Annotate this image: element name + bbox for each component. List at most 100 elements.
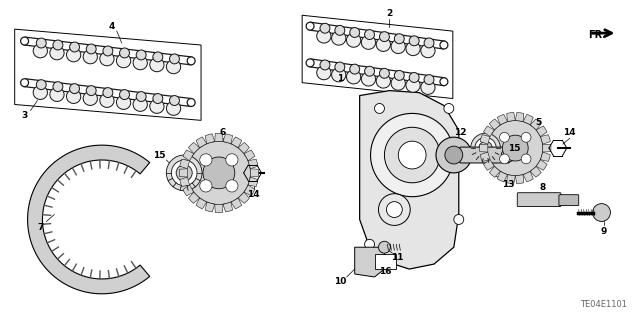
Circle shape — [470, 133, 500, 163]
Ellipse shape — [391, 76, 405, 90]
Ellipse shape — [133, 56, 147, 70]
Circle shape — [500, 154, 509, 164]
Ellipse shape — [406, 78, 420, 92]
Ellipse shape — [409, 36, 419, 46]
Ellipse shape — [187, 57, 195, 65]
Ellipse shape — [335, 62, 345, 72]
Text: 9: 9 — [600, 227, 607, 236]
Polygon shape — [480, 152, 490, 161]
Circle shape — [200, 154, 212, 166]
Circle shape — [500, 132, 509, 142]
Ellipse shape — [349, 27, 360, 37]
Circle shape — [593, 204, 611, 221]
Ellipse shape — [70, 84, 79, 93]
Ellipse shape — [120, 90, 129, 100]
Ellipse shape — [120, 48, 129, 58]
Polygon shape — [180, 159, 189, 169]
Ellipse shape — [380, 32, 389, 41]
Polygon shape — [205, 134, 215, 144]
Circle shape — [371, 114, 454, 197]
Ellipse shape — [170, 96, 179, 106]
Ellipse shape — [20, 37, 29, 45]
Polygon shape — [497, 114, 508, 125]
Circle shape — [444, 103, 454, 114]
Ellipse shape — [136, 92, 146, 101]
Ellipse shape — [376, 74, 390, 88]
Polygon shape — [231, 198, 242, 209]
Polygon shape — [531, 119, 541, 130]
Ellipse shape — [83, 92, 97, 105]
Ellipse shape — [36, 80, 46, 90]
Circle shape — [436, 137, 472, 173]
Ellipse shape — [306, 59, 314, 67]
Circle shape — [479, 141, 492, 155]
Text: 7: 7 — [37, 223, 44, 232]
Ellipse shape — [376, 38, 390, 51]
Polygon shape — [480, 135, 490, 144]
Ellipse shape — [391, 40, 405, 54]
Ellipse shape — [116, 95, 131, 109]
Ellipse shape — [332, 68, 346, 82]
Ellipse shape — [365, 30, 374, 40]
Circle shape — [521, 154, 531, 164]
Ellipse shape — [100, 93, 114, 108]
Polygon shape — [183, 150, 194, 161]
Ellipse shape — [86, 44, 96, 54]
Ellipse shape — [346, 33, 361, 47]
Polygon shape — [231, 137, 242, 148]
Text: 6: 6 — [220, 128, 226, 137]
Ellipse shape — [409, 72, 419, 82]
Ellipse shape — [187, 99, 195, 107]
Circle shape — [378, 241, 390, 253]
Text: 16: 16 — [379, 266, 392, 276]
Ellipse shape — [133, 98, 147, 111]
Circle shape — [203, 157, 235, 189]
Polygon shape — [183, 185, 194, 196]
Ellipse shape — [440, 41, 448, 49]
Ellipse shape — [320, 60, 330, 70]
Ellipse shape — [380, 68, 389, 78]
Circle shape — [187, 141, 251, 204]
Circle shape — [226, 180, 238, 192]
Ellipse shape — [421, 44, 435, 58]
Circle shape — [385, 127, 440, 183]
Ellipse shape — [424, 75, 434, 85]
Circle shape — [172, 160, 197, 186]
Ellipse shape — [440, 78, 448, 85]
Ellipse shape — [36, 38, 46, 48]
Ellipse shape — [424, 38, 434, 48]
Ellipse shape — [306, 22, 314, 30]
Ellipse shape — [83, 50, 97, 64]
Ellipse shape — [153, 52, 163, 62]
Ellipse shape — [421, 80, 435, 94]
Text: 10: 10 — [333, 278, 346, 286]
Circle shape — [378, 194, 410, 226]
Ellipse shape — [67, 48, 81, 62]
Ellipse shape — [53, 82, 63, 92]
Ellipse shape — [394, 34, 404, 44]
Ellipse shape — [362, 72, 376, 86]
Polygon shape — [507, 175, 515, 184]
Polygon shape — [479, 144, 488, 152]
Polygon shape — [215, 204, 223, 212]
Ellipse shape — [335, 26, 345, 35]
Circle shape — [501, 148, 515, 162]
Polygon shape — [244, 185, 255, 196]
Polygon shape — [490, 166, 500, 177]
Ellipse shape — [362, 35, 376, 49]
Polygon shape — [250, 169, 259, 177]
Circle shape — [488, 120, 543, 176]
Text: 5: 5 — [535, 118, 541, 127]
Circle shape — [374, 103, 385, 114]
Polygon shape — [205, 202, 215, 212]
Ellipse shape — [150, 58, 164, 72]
Ellipse shape — [317, 66, 331, 80]
Text: 11: 11 — [391, 253, 404, 262]
Polygon shape — [28, 145, 150, 294]
Text: TE04E1101: TE04E1101 — [580, 300, 627, 309]
Polygon shape — [223, 134, 232, 144]
Circle shape — [166, 155, 202, 191]
Circle shape — [365, 239, 374, 249]
Polygon shape — [523, 171, 533, 182]
Ellipse shape — [166, 101, 180, 115]
